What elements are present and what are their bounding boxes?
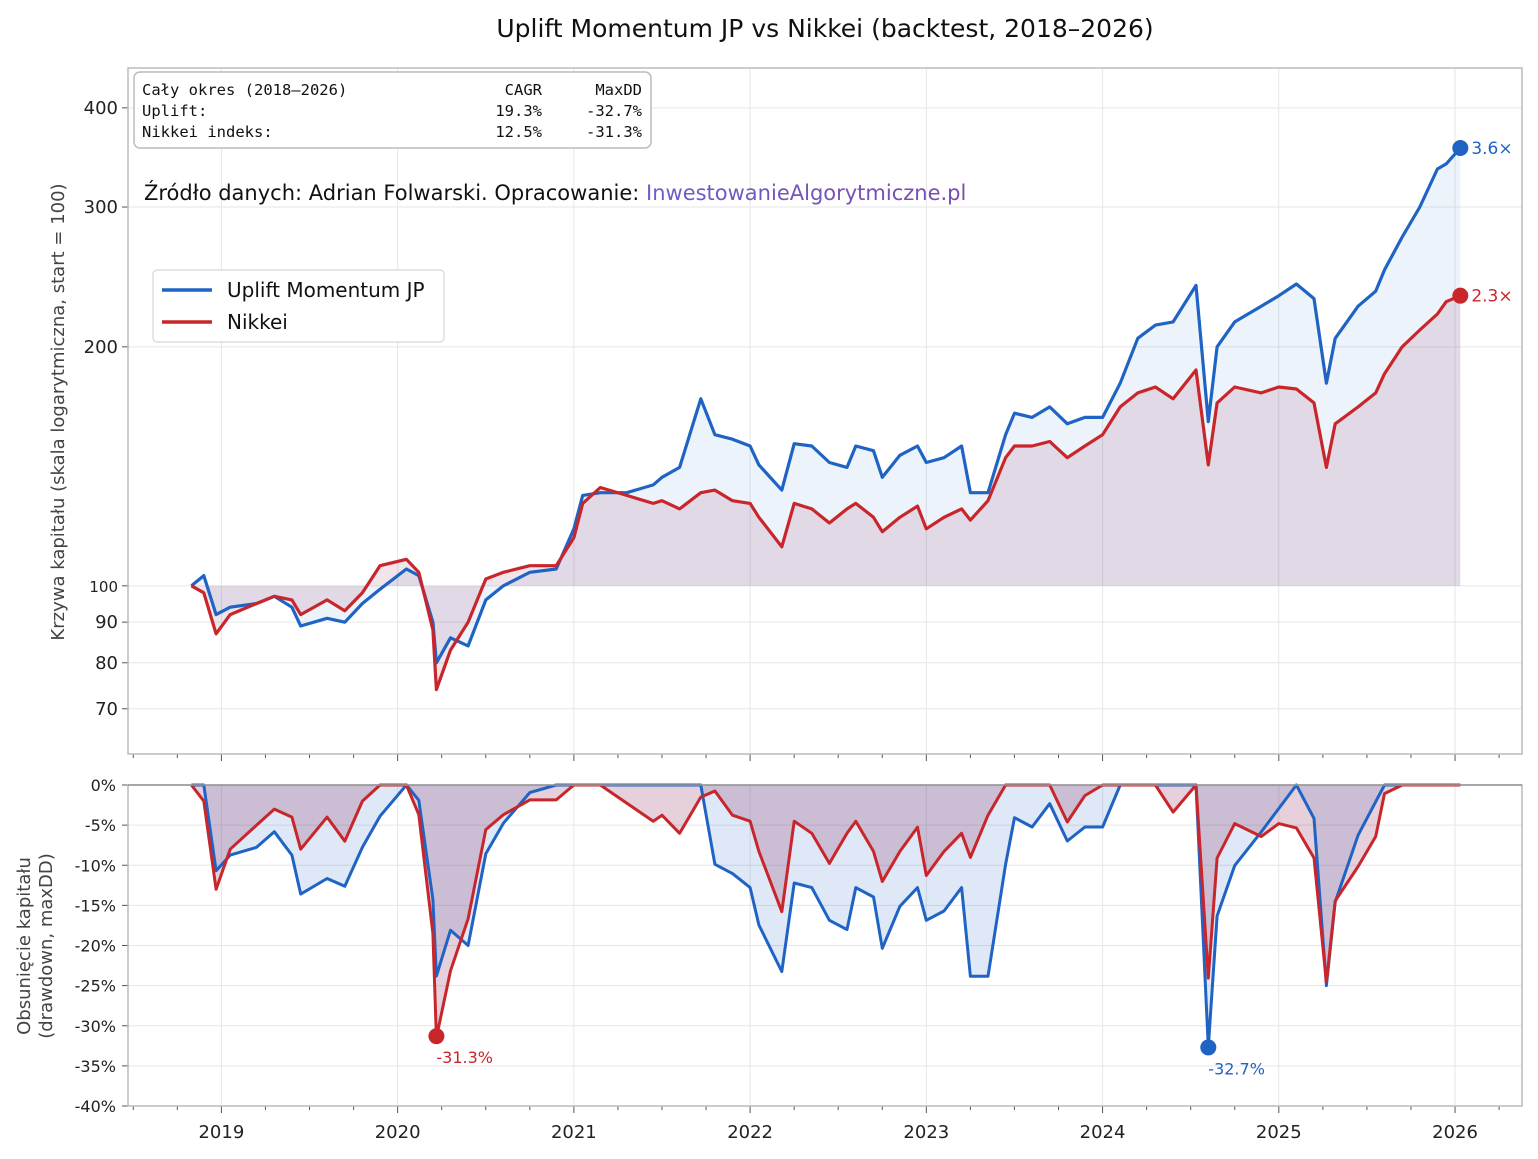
top-plot-frame	[127, 67, 1523, 755]
nikkei-drawdown-line	[190, 783, 1461, 1040]
x-tick-label: 2025	[1256, 1122, 1302, 1143]
stats-header-maxdd: MaxDD	[595, 81, 642, 99]
y-tick-label: -30%	[75, 1017, 116, 1036]
chart-title: Uplift Momentum JP vs Nikkei (backtest, …	[496, 14, 1153, 43]
y-tick-label: 70	[95, 699, 118, 720]
y-tick-label: 300	[84, 197, 118, 218]
y-tick-label: -35%	[75, 1057, 116, 1076]
source-text: Źródło danych: Adrian Folwarski. Opracow…	[144, 180, 966, 205]
uplift-end-marker	[1452, 140, 1469, 157]
stats-uplift-maxdd: -32.7%	[586, 102, 643, 120]
stats-uplift-label: Uplift:	[142, 102, 207, 120]
uplift-equity-line	[190, 146, 1462, 665]
stats-header-cagr: CAGR	[505, 81, 543, 99]
legend-uplift-label: Uplift Momentum JP	[227, 278, 425, 302]
uplift-drawdown-line	[191, 783, 1461, 1049]
x-tick-label: 2024	[1080, 1122, 1126, 1143]
stats-nikkei-maxdd: -31.3%	[586, 123, 643, 141]
stats-box: Cały okres (2018–2026) CAGR MaxDD Uplift…	[133, 71, 652, 149]
uplift-drawdown-fill	[191, 785, 1461, 1047]
x-tick-label: 2022	[727, 1122, 773, 1143]
x-tick-label: 2023	[903, 1122, 949, 1143]
stats-uplift-cagr: 19.3%	[495, 102, 542, 120]
stats-header-label: Cały okres (2018–2026)	[142, 81, 347, 99]
y-tick-label: -10%	[75, 856, 116, 875]
source-label: Źródło danych: Adrian Folwarski. Opracow…	[144, 180, 646, 205]
y-tick-label: 400	[84, 98, 118, 119]
bottom-ylabel-line1: Obsunięcie kapitału	[14, 857, 35, 1035]
x-tick-label: 2021	[551, 1122, 597, 1143]
nikkei-end-label: 2.3×	[1471, 287, 1512, 307]
stats-nikkei-label: Nikkei indeks:	[142, 123, 273, 141]
maxdd-marker	[428, 1028, 445, 1045]
uplift-end-label: 3.6×	[1471, 139, 1512, 159]
legend-nikkei-label: Nikkei	[227, 310, 288, 334]
legend: Uplift Momentum JP Nikkei	[152, 269, 445, 343]
y-tick-label: 80	[95, 653, 118, 674]
y-tick-label: -25%	[75, 977, 116, 996]
y-tick-label: -40%	[75, 1097, 116, 1116]
y-tick-label: -20%	[75, 937, 116, 956]
uplift-equity-fill	[191, 148, 1461, 663]
bottom-ylabel-line2: (drawdown, maxDD)	[36, 853, 57, 1039]
y-tick-label: -5%	[85, 816, 116, 835]
nikkei-equity-line	[190, 294, 1461, 692]
maxdd-label: -31.3%	[436, 1048, 493, 1067]
y-tick-label: 0%	[91, 776, 116, 795]
source-link[interactable]: InwestowanieAlgorytmiczne.pl	[646, 181, 966, 205]
nikkei-end-marker	[1452, 287, 1469, 304]
x-tick-label: 2020	[375, 1122, 421, 1143]
top-ylabel: Krzywa kapitału (skala logarytmiczna, st…	[48, 183, 69, 640]
y-tick-label: 100	[89, 578, 118, 596]
y-tick-label: -15%	[75, 896, 116, 915]
stats-nikkei-cagr: 12.5%	[495, 123, 542, 141]
nikkei-equity-fill	[191, 295, 1461, 690]
maxdd-marker	[1200, 1039, 1217, 1056]
x-tick-label: 2026	[1432, 1122, 1478, 1143]
maxdd-label: -32.7%	[1208, 1059, 1265, 1078]
y-tick-label: 200	[84, 337, 118, 358]
y-tick-label: 90	[95, 612, 118, 633]
nikkei-drawdown-fill	[191, 785, 1461, 1038]
x-tick-label: 2019	[198, 1122, 244, 1143]
